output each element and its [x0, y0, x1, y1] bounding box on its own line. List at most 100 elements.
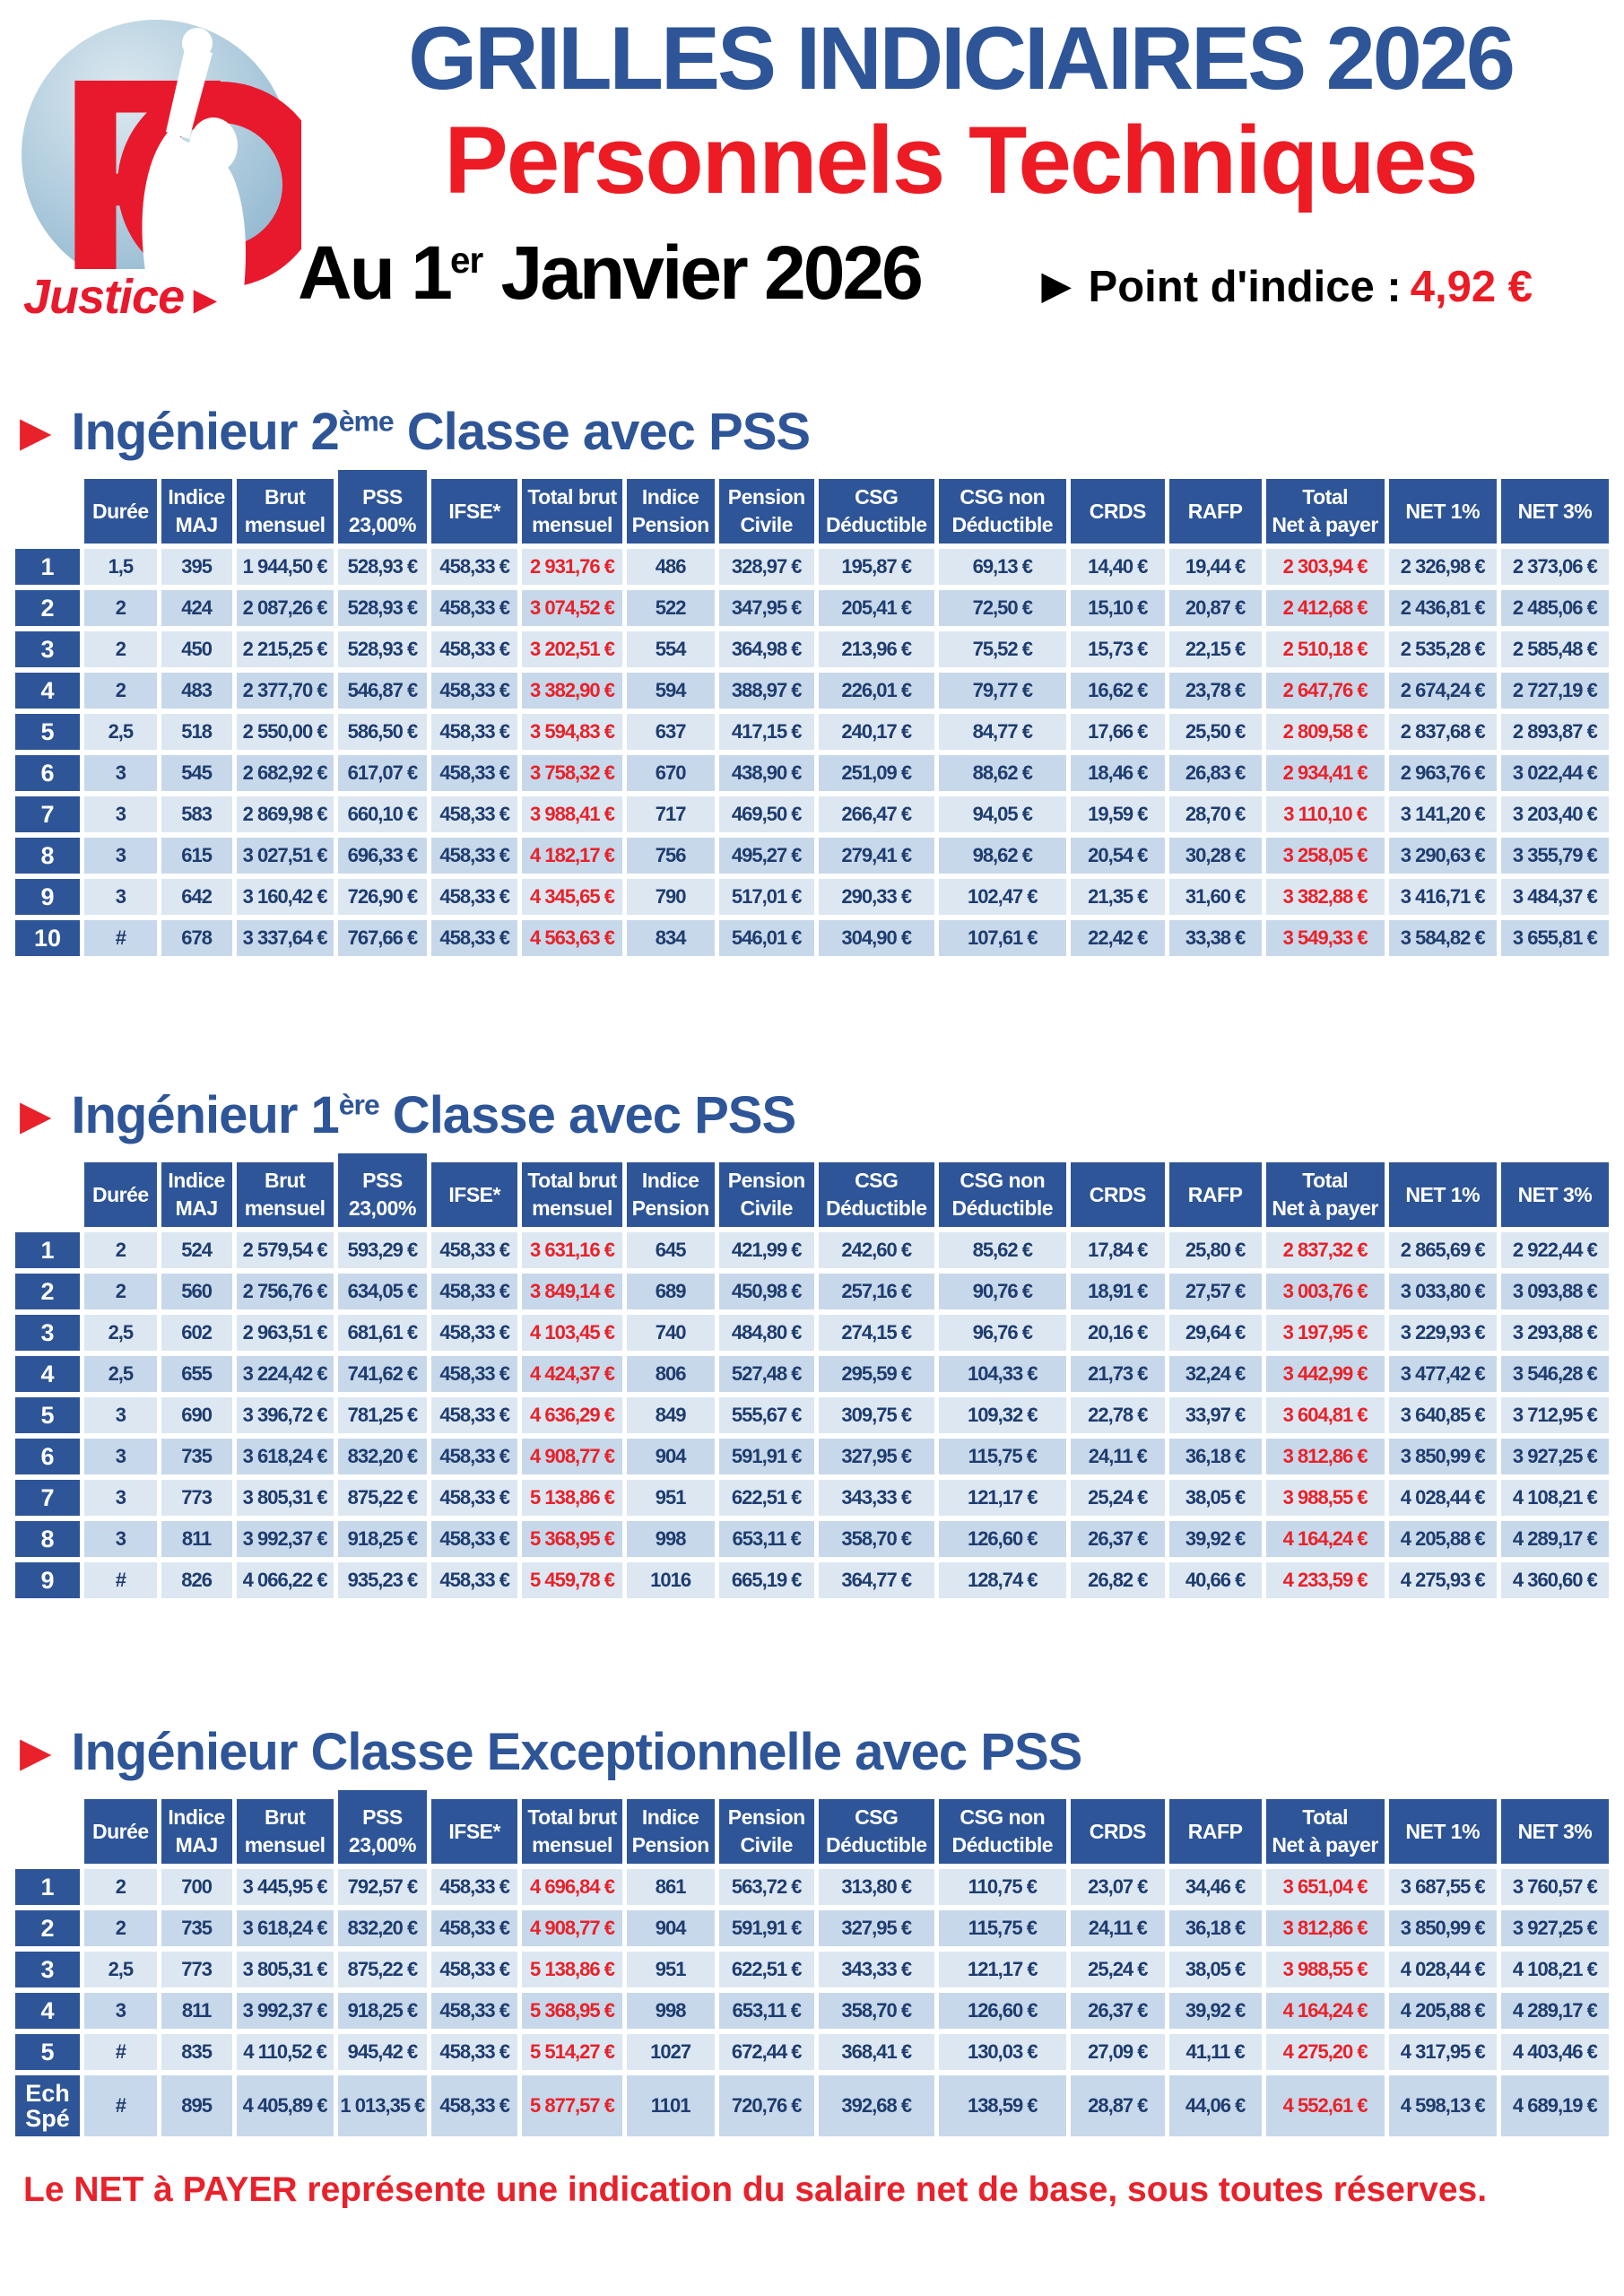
cell-brut-mensuel: 2 682,92 €	[236, 755, 334, 791]
cell-pension-civile: 450,98 €	[718, 1274, 814, 1309]
logo-arrow-icon: ►	[186, 278, 225, 322]
cell-net-3pct: 3 022,44 €	[1500, 755, 1609, 791]
cell-ifse: 458,33 €	[431, 1315, 518, 1351]
cell-csg-deductible: 205,41 €	[818, 590, 934, 626]
cell-indice-pension: 670	[626, 755, 715, 791]
disclaimer-note: Le NET à PAYER représente une indication…	[23, 2170, 1488, 2209]
cell-ifse: 458,33 €	[431, 796, 518, 832]
cell-csg-deductible: 195,87 €	[818, 549, 934, 585]
cell-csg-deductible: 274,15 €	[818, 1315, 934, 1351]
cell-indice-maj: 602	[161, 1315, 232, 1351]
column-header-indice-maj: Indice MAJ	[161, 1799, 232, 1864]
column-header-net-1pct: NET 1%	[1388, 1162, 1497, 1227]
page-title: GRILLES INDICIAIRES 2026	[408, 8, 1515, 108]
cell-ifse: 458,33 €	[431, 2034, 518, 2070]
column-header-total-brut: Total brut mensuel	[522, 1799, 622, 1864]
cell-rafp: 36,18 €	[1168, 1910, 1262, 1946]
cell-pension-civile: 527,48 €	[718, 1356, 814, 1392]
cell-net-1pct: 3 850,99 €	[1388, 1439, 1497, 1474]
echelon-label: 4	[15, 673, 81, 709]
cell-brut-mensuel: 4 405,89 €	[236, 2075, 334, 2136]
salary-grid-ingenieur-exceptionnelle: Durée Indice MAJ Brut mensuel PSS 23,00% IFSE* T…	[11, 1790, 1613, 2142]
table-row: 5 2,5 518 2 550,00 €586,50 €458,33 €3 594,8…	[15, 714, 1609, 750]
cell-crds: 14,40 €	[1070, 549, 1165, 585]
cell-indice-maj: 735	[161, 1910, 232, 1946]
cell-net-1pct: 2 963,76 €	[1388, 755, 1497, 791]
echelon-label: 9	[15, 879, 81, 915]
table-row: 3 2,5 773 3 805,31 €875,22 €458,33 €5 138,8…	[15, 1952, 1609, 1987]
cell-duree: 2	[84, 631, 157, 667]
cell-brut-mensuel: 3 805,31 €	[236, 1480, 334, 1516]
corner-cell	[15, 1162, 80, 1227]
cell-ifse: 458,33 €	[431, 920, 518, 956]
cell-indice-pension: 1027	[626, 2034, 715, 2070]
table-row: Ech Spé #895 4 405,89 €1 013,35 €458,33 €5…	[15, 2075, 1609, 2136]
table-row: 2 2 424 2 087,26 €528,93 €458,33 €3 074,52 …	[15, 590, 1609, 626]
cell-net-3pct: 3 927,25 €	[1500, 1439, 1609, 1474]
cell-total-brut: 4 424,37 €	[522, 1356, 622, 1392]
column-header-ifse: IFSE*	[431, 1162, 518, 1227]
cell-brut-mensuel: 3 027,51 €	[236, 838, 334, 874]
cell-net-1pct: 2 865,69 €	[1388, 1232, 1497, 1268]
cell-indice-pension: 834	[626, 920, 715, 956]
cell-pss: 528,93 €	[337, 590, 428, 626]
cell-csg-deductible: 327,95 €	[818, 1439, 934, 1474]
cell-indice-maj: 483	[161, 673, 232, 709]
cell-brut-mensuel: 1 944,50 €	[236, 549, 334, 585]
cell-csg-non-deductible: 94,05 €	[938, 796, 1066, 832]
cell-rafp: 25,80 €	[1168, 1232, 1262, 1268]
cell-brut-mensuel: 3 618,24 €	[236, 1910, 334, 1946]
cell-total-brut: 4 908,77 €	[522, 1439, 622, 1474]
cell-crds: 26,37 €	[1070, 1521, 1165, 1557]
cell-net-1pct: 4 028,44 €	[1388, 1480, 1497, 1516]
echelon-label: 5	[15, 714, 81, 750]
cell-ifse: 458,33 €	[431, 879, 518, 915]
table-row: 7 3 773 3 805,31 €875,22 €458,33 €5 138,86 …	[15, 1480, 1609, 1516]
cell-csg-non-deductible: 115,75 €	[938, 1439, 1066, 1474]
cell-pss: 875,22 €	[337, 1480, 428, 1516]
column-header-csg-deductible: CSG Déductible	[818, 479, 934, 544]
cell-brut-mensuel: 2 215,25 €	[236, 631, 334, 667]
cell-indice-pension: 951	[626, 1952, 715, 1987]
cell-indice-maj: 678	[161, 920, 232, 956]
cell-indice-maj: 560	[161, 1274, 232, 1309]
cell-pss: 660,10 €	[337, 796, 428, 832]
table-row: 8 3 811 3 992,37 €918,25 €458,33 €5 368,95 …	[15, 1521, 1609, 1557]
cell-net-3pct: 3 093,88 €	[1500, 1274, 1609, 1309]
cell-net-1pct: 2 837,68 €	[1388, 714, 1497, 750]
cell-pss: 586,50 €	[337, 714, 428, 750]
cell-indice-maj: 773	[161, 1480, 232, 1516]
cell-pss: 918,25 €	[337, 1521, 428, 1557]
cell-indice-pension: 522	[626, 590, 715, 626]
cell-net-3pct: 2 485,06 €	[1500, 590, 1609, 626]
cell-indice-maj: 700	[161, 1869, 232, 1905]
cell-rafp: 39,92 €	[1168, 1521, 1262, 1557]
cell-csg-non-deductible: 104,33 €	[938, 1356, 1066, 1392]
cell-indice-pension: 849	[626, 1397, 715, 1433]
column-header-crds: CRDS	[1070, 1162, 1165, 1227]
cell-csg-non-deductible: 72,50 €	[938, 590, 1066, 626]
cell-total-brut: 2 931,76 €	[522, 549, 622, 585]
cell-rafp: 32,24 €	[1168, 1356, 1262, 1392]
cell-indice-maj: 826	[161, 1562, 232, 1598]
echelon-label: 1	[15, 1232, 81, 1268]
cell-csg-deductible: 343,33 €	[818, 1480, 934, 1516]
cell-total-net-a-payer: 4 164,24 €	[1265, 1521, 1385, 1557]
cell-indice-pension: 689	[626, 1274, 715, 1309]
cell-brut-mensuel: 3 805,31 €	[236, 1952, 334, 1987]
cell-indice-pension: 554	[626, 631, 715, 667]
cell-ifse: 458,33 €	[431, 1480, 518, 1516]
cell-crds: 25,24 €	[1070, 1952, 1165, 1987]
cell-pension-civile: 546,01 €	[718, 920, 814, 956]
cell-net-1pct: 3 033,80 €	[1388, 1274, 1497, 1309]
cell-brut-mensuel: 2 377,70 €	[236, 673, 334, 709]
cell-crds: 26,82 €	[1070, 1562, 1165, 1598]
column-header-total-net-a-payer: Total Net à payer	[1265, 1799, 1385, 1864]
cell-total-net-a-payer: 3 258,05 €	[1265, 838, 1385, 874]
table-row: 2 2 735 3 618,24 €832,20 €458,33 €4 908,77 …	[15, 1910, 1609, 1946]
cell-total-brut: 4 182,17 €	[522, 838, 622, 874]
column-header-total-brut: Total brut mensuel	[522, 479, 622, 544]
cell-total-brut: 5 138,86 €	[522, 1952, 622, 1987]
cell-duree: 2,5	[84, 1952, 157, 1987]
cell-total-brut: 3 849,14 €	[522, 1274, 622, 1309]
